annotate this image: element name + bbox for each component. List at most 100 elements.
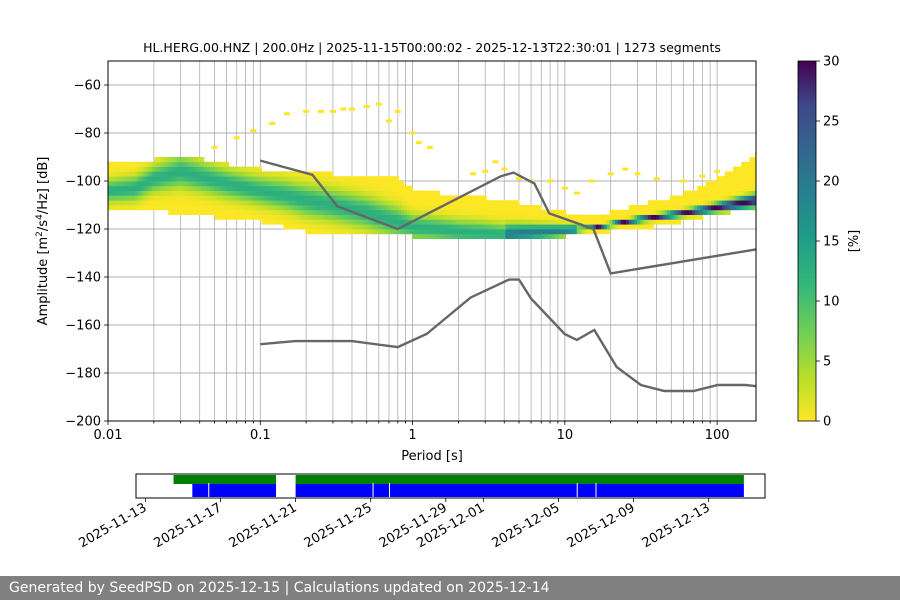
heatmap-cell xyxy=(269,214,273,220)
heatmap-cell xyxy=(291,190,295,196)
heatmap-cell xyxy=(382,195,386,201)
heatmap-cell xyxy=(335,205,339,211)
colorbar-tick-label: 15 xyxy=(823,235,840,250)
heatmap-cell xyxy=(266,185,271,191)
heatmap-cell xyxy=(724,209,728,215)
heatmap-cell xyxy=(393,200,397,206)
heatmap-cell xyxy=(505,214,509,220)
heatmap-cell xyxy=(595,214,600,220)
heatmap-cell xyxy=(741,190,745,196)
heatmap-cell xyxy=(250,200,254,206)
heatmap-cell xyxy=(110,161,114,167)
heatmap-cell xyxy=(412,229,416,235)
heatmap-cell xyxy=(113,171,117,177)
heatmap-cell xyxy=(461,224,465,230)
heatmap-cell xyxy=(719,195,723,201)
heatmap-cell xyxy=(206,176,210,182)
heatmap-cell xyxy=(683,200,687,206)
heatmap-cell xyxy=(724,181,728,187)
heatmap-cell xyxy=(480,219,484,225)
heatmap-outlier-cell xyxy=(363,105,370,109)
heatmap-cell xyxy=(275,219,279,225)
heatmap-cell xyxy=(384,205,388,211)
heatmap-cell xyxy=(340,195,345,201)
x-axis-ticks: 0.01 0.1 1 10 100 xyxy=(94,421,730,443)
heatmap-cell xyxy=(242,176,246,182)
heatmap-cell xyxy=(697,209,701,215)
heatmap-cell xyxy=(447,229,452,235)
heatmap-cell xyxy=(475,205,479,211)
heatmap-cell xyxy=(746,200,750,206)
heatmap-cell xyxy=(157,190,161,196)
heatmap-cell xyxy=(672,200,676,206)
heatmap-outlier-cell xyxy=(385,119,392,123)
heatmap-cell xyxy=(234,171,238,177)
heatmap-cell xyxy=(491,209,495,215)
heatmap-cell xyxy=(401,219,405,225)
heatmap-cell xyxy=(313,171,317,177)
heatmap-cell xyxy=(239,181,243,187)
heatmap-cell xyxy=(176,181,180,187)
heatmap-cell xyxy=(247,185,251,191)
heatmap-cell xyxy=(198,205,202,211)
heatmap-cell xyxy=(286,219,290,225)
heatmap-cell xyxy=(549,224,553,230)
heatmap-cell xyxy=(338,219,342,225)
heatmap-cell xyxy=(272,181,276,187)
heatmap-cell xyxy=(609,214,613,220)
heatmap-cell xyxy=(236,209,240,215)
heatmap-cell xyxy=(393,229,397,235)
heatmap-cell xyxy=(116,176,120,182)
heatmap-cell xyxy=(401,205,405,211)
heatmap-cell xyxy=(678,209,682,215)
heatmap-cell xyxy=(489,214,493,220)
heatmap-cell xyxy=(420,195,424,201)
heatmap-cell xyxy=(346,205,350,211)
heatmap-cell xyxy=(316,229,320,235)
heatmap-cell xyxy=(730,171,734,177)
heatmap-cell xyxy=(225,205,230,211)
heatmap-cell xyxy=(719,200,723,206)
heatmap-cell xyxy=(431,219,435,225)
heatmap-cell xyxy=(340,229,345,235)
heatmap-cell xyxy=(192,205,197,211)
heatmap-cell xyxy=(510,209,515,215)
heatmap-cell xyxy=(171,166,175,172)
heatmap-cell xyxy=(313,214,317,220)
heatmap-cell xyxy=(393,190,397,196)
heatmap-cell xyxy=(277,190,282,196)
heatmap-cell xyxy=(379,209,383,215)
heatmap-cell xyxy=(743,171,748,177)
heatmap-cell xyxy=(351,185,356,191)
heatmap-cell xyxy=(746,185,750,191)
heatmap-cell xyxy=(360,219,364,225)
heatmap-cell xyxy=(362,200,367,206)
heatmap-cell xyxy=(310,205,314,211)
heatmap-cell xyxy=(483,224,487,230)
heatmap-cell xyxy=(505,233,509,239)
heatmap-cell xyxy=(149,190,153,196)
heatmap-cell xyxy=(650,214,654,220)
heatmap-cell xyxy=(302,176,306,182)
heatmap-cell xyxy=(494,200,498,206)
heatmap-cell xyxy=(113,166,117,172)
heatmap-cell xyxy=(297,200,301,206)
heatmap-cell xyxy=(475,195,479,201)
heatmap-cell xyxy=(201,209,205,215)
heatmap-cell xyxy=(667,205,671,211)
heatmap-cell xyxy=(266,214,271,220)
heatmap-cell xyxy=(532,205,537,211)
heatmap-cell xyxy=(752,205,756,211)
heatmap-cell xyxy=(225,190,230,196)
heatmap-cell xyxy=(412,190,416,196)
heatmap-cell xyxy=(192,181,197,187)
heatmap-cell xyxy=(214,166,219,172)
heatmap-cell xyxy=(272,209,276,215)
heatmap-cell xyxy=(727,185,731,191)
heatmap-cell xyxy=(149,200,153,206)
heatmap-cell xyxy=(549,229,553,235)
heatmap-cell xyxy=(313,219,317,225)
heatmap-cell xyxy=(187,181,191,187)
heatmap-cell xyxy=(217,176,221,182)
heatmap-cell xyxy=(519,219,523,225)
